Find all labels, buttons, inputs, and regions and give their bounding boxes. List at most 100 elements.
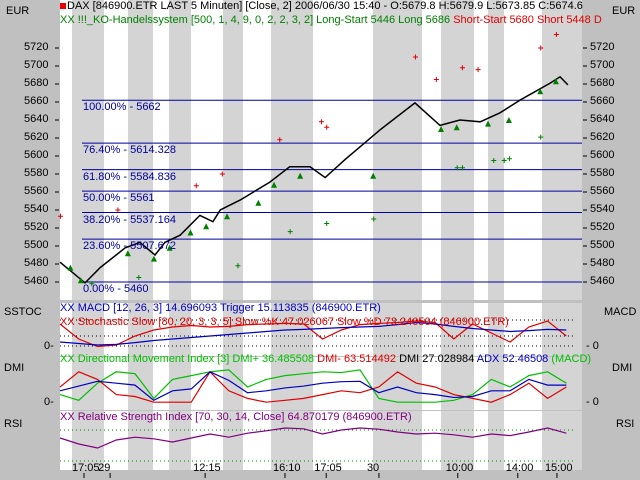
title-text: DAX [846900.ETR LAST 5 Minuten] [Close, … xyxy=(67,0,583,12)
price-tick-right: 5680 xyxy=(590,77,615,89)
long-signal-marker xyxy=(124,250,131,257)
price-tick-left: 5560 xyxy=(24,185,49,197)
long-entry-marker xyxy=(324,221,330,226)
zero-left-macd: 0- xyxy=(44,340,54,352)
long-signal-marker xyxy=(271,181,278,188)
session-band xyxy=(422,411,441,470)
dmi-minus-line xyxy=(59,370,567,403)
price-tick-right: 5460 xyxy=(590,275,615,287)
price-tick-right: 5580 xyxy=(590,167,615,179)
long-entry-marker xyxy=(501,158,507,163)
time-tick-label: 10:00 xyxy=(445,462,474,474)
currency-left: EUR xyxy=(6,5,30,17)
session-band xyxy=(504,0,542,300)
price-tick-right: 5620 xyxy=(590,131,615,143)
session-band xyxy=(243,411,271,470)
price-tick-right: 5480 xyxy=(590,257,615,269)
session-band xyxy=(153,303,169,356)
panel-label-rsi-right: RSI xyxy=(616,418,635,430)
price-tick-right: 5560 xyxy=(590,185,615,197)
rsi-legend: XX Relative Strength Index [70, 30, 14, … xyxy=(60,411,412,423)
fib-label: 38.20% - 5537.164 xyxy=(83,213,176,226)
short-signal-marker xyxy=(277,137,283,143)
session-band xyxy=(191,0,223,300)
short-signal-marker xyxy=(319,119,324,125)
long-signal-marker xyxy=(255,199,262,206)
macd-legend: XX MACD [12, 26, 3] 14.696093 Trigger 15… xyxy=(60,302,381,314)
time-tick-label: 15:00 xyxy=(544,462,573,474)
long-signal-marker xyxy=(67,264,74,271)
session-band xyxy=(191,411,223,470)
short-signal-marker xyxy=(553,32,559,37)
panel-label-sstoc: SSTOC xyxy=(4,306,42,318)
zero-right-dmi: - 0 xyxy=(586,396,599,408)
long-signal-marker xyxy=(203,223,210,230)
adx-label: ADX 52.46508 xyxy=(476,353,549,365)
session-band xyxy=(104,303,128,356)
session-band xyxy=(313,0,373,300)
zero-right-macd: - 0 xyxy=(586,340,599,352)
rsi-line xyxy=(59,427,567,449)
price-tick-left: 5680 xyxy=(24,77,49,89)
fib-label: 23.60% - 5507.672 xyxy=(83,240,176,253)
session-band xyxy=(474,357,488,410)
price-tick-left: 5480 xyxy=(24,257,49,269)
short-signal-marker xyxy=(219,171,225,177)
long-entry-marker xyxy=(538,134,544,140)
session-band xyxy=(60,0,72,300)
long-signal-marker xyxy=(370,172,377,179)
long-signal-marker xyxy=(453,124,460,131)
dmi-label: DMI 27.028984 xyxy=(399,353,475,365)
fib-label: 100.00% - 5662 xyxy=(83,101,161,114)
session-band xyxy=(422,357,441,410)
time-tick-label: 17:05 xyxy=(314,462,342,474)
time-tick-label: 16:10 xyxy=(272,462,301,474)
session-band xyxy=(422,303,441,356)
dmi-legend: XX Directional Movement Index [3] DMI+ 3… xyxy=(60,353,591,365)
chart-type-icon xyxy=(60,3,66,10)
long-signal-marker xyxy=(537,88,544,95)
long-entry-marker xyxy=(454,165,460,171)
system-legend: XX !!!_KO-Handelssystem [500, 1, 4, 9, 0… xyxy=(60,14,602,26)
fib-label: 76.40% - 5614.328 xyxy=(83,144,176,157)
panel-label-dmi-left: DMI xyxy=(4,362,25,374)
long-signal-marker xyxy=(150,255,157,262)
long-entry-marker xyxy=(89,281,95,287)
long-entry-marker xyxy=(136,275,142,280)
time-tick-label: 14:00 xyxy=(505,462,534,474)
price-tick-left: 5460 xyxy=(24,275,49,287)
price-tick-left: 5600 xyxy=(24,149,49,161)
long-signal-marker xyxy=(552,78,559,85)
price-tick-left: 5640 xyxy=(24,113,49,125)
time-tick-label: 30 xyxy=(366,462,380,474)
fib-label: 0.00% - 5460 xyxy=(83,283,149,295)
short-signal-marker xyxy=(475,67,481,73)
short-signal-marker xyxy=(459,65,465,71)
long-signal-marker xyxy=(224,213,231,220)
short-signal-marker xyxy=(433,77,439,82)
session-band xyxy=(422,0,441,300)
fib-label: 50.00% - 5561 xyxy=(83,192,155,205)
time-tick-label: 12:15 xyxy=(193,462,221,474)
session-band xyxy=(474,0,488,300)
session-band xyxy=(104,0,128,300)
session-band xyxy=(474,411,488,470)
dmi-plus-label: XX Directional Movement Index [3] DMI+ 3… xyxy=(60,353,315,365)
price-tick-left: 5500 xyxy=(24,239,49,251)
long-signal-marker xyxy=(77,277,84,284)
price-tick-right: 5700 xyxy=(590,59,615,71)
price-tick-right: 5720 xyxy=(590,41,615,53)
short-signal-marker xyxy=(115,207,121,213)
price-tick-right: 5500 xyxy=(590,239,615,251)
long-entry-marker xyxy=(506,156,512,162)
session-band xyxy=(243,0,271,300)
session-band xyxy=(153,0,169,300)
price-line xyxy=(59,75,569,284)
session-band xyxy=(504,411,542,470)
price-tick-right: 5660 xyxy=(590,95,615,107)
price-tick-left: 5620 xyxy=(24,131,49,143)
long-signal-marker xyxy=(187,229,194,236)
long-entry-marker xyxy=(287,229,293,235)
price-tick-left: 5700 xyxy=(24,59,49,71)
